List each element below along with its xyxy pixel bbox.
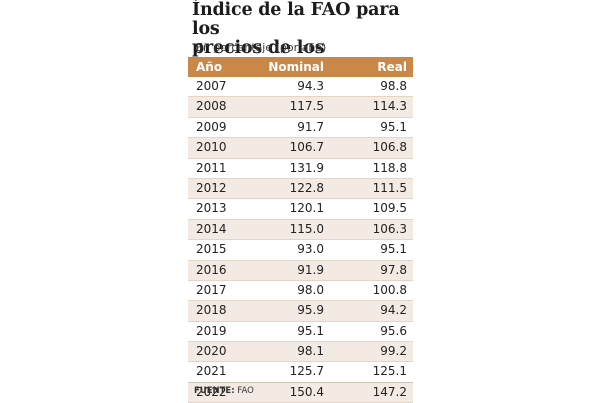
chart-subtitle: En porcentaje (por año) — [196, 41, 327, 54]
source-value: FAO — [237, 386, 254, 396]
cell-real: 125.1 — [372, 364, 407, 379]
source-note: FUENTE: FAO — [194, 386, 254, 396]
cell-real: 94.2 — [380, 303, 407, 318]
cell-nominal: 150.4 — [289, 384, 324, 399]
cell-nominal: 125.7 — [289, 364, 324, 379]
cell-year: 2007 — [196, 79, 227, 93]
table-row: 2019 95.1 95.6 — [188, 322, 413, 343]
cell-nominal: 122.8 — [289, 180, 324, 195]
cell-year: 2015 — [196, 242, 227, 257]
title-line-1: Índice de la FAO para los — [192, 0, 400, 39]
table-body: 2007 94.3 98.8 2008 117.5 114.3 2009 91.7 95.1 20… — [188, 77, 413, 403]
chart-card: Índice de la FAO para los precios de los… — [188, 0, 413, 403]
cell-year: 2013 — [196, 201, 227, 216]
cell-year: 2009 — [196, 119, 227, 134]
cell-real: 109.5 — [372, 201, 407, 216]
cell-nominal: 98.1 — [297, 344, 324, 359]
cell-year: 2014 — [196, 221, 227, 236]
cell-nominal: 115.0 — [289, 221, 324, 236]
cell-real: 106.8 — [372, 140, 407, 155]
cell-real: 98.8 — [380, 79, 407, 93]
cell-nominal: 117.5 — [289, 99, 324, 114]
cell-nominal: 93.0 — [297, 242, 324, 257]
source-divider — [188, 382, 413, 383]
cell-year: 2022 — [196, 384, 227, 399]
data-table: Año Nominal Real 2007 94.3 98.8 2008 117.5 11… — [188, 57, 413, 403]
cell-nominal: 95.1 — [297, 323, 324, 338]
cell-real: 95.6 — [380, 323, 407, 338]
cell-real: 114.3 — [372, 99, 407, 114]
table-row: 2012 122.8 111.5 — [188, 178, 413, 200]
cell-year: 2008 — [196, 99, 227, 114]
cell-year: 2021 — [196, 364, 227, 379]
table-row: 2008 117.5 114.3 — [188, 97, 413, 118]
cell-year: 2011 — [196, 160, 227, 175]
table-header: Año Nominal Real — [188, 57, 413, 77]
cell-real: 100.8 — [372, 282, 407, 297]
table-row: 2021 125.7 125.1 — [188, 362, 413, 383]
cell-year: 2012 — [196, 180, 227, 195]
cell-nominal: 94.3 — [297, 79, 324, 93]
header-real: Real — [377, 60, 407, 74]
cell-year: 2020 — [196, 344, 227, 359]
table-row: 2010 106.7 106.8 — [188, 138, 413, 159]
source-label: FUENTE: — [194, 386, 235, 396]
cell-real: 99.2 — [380, 344, 407, 359]
cell-real: 147.2 — [372, 384, 407, 399]
cell-nominal: 131.9 — [289, 160, 324, 175]
table-row: 2016 91.9 97.8 — [188, 260, 413, 281]
cell-year: 2019 — [196, 323, 227, 338]
table-row: 2020 98.1 99.2 — [188, 342, 413, 363]
cell-real: 118.8 — [372, 160, 407, 175]
cell-real: 95.1 — [380, 119, 407, 134]
table-row: 2015 93.0 95.1 — [188, 240, 413, 261]
table-row: 2017 98.0 100.8 — [188, 281, 413, 302]
header-nominal: Nominal — [268, 60, 324, 74]
cell-real: 111.5 — [372, 180, 407, 195]
cell-nominal: 106.7 — [289, 140, 324, 155]
cell-year: 2010 — [196, 140, 227, 155]
cell-nominal: 98.0 — [297, 282, 324, 297]
table-row: 2011 131.9 118.8 — [188, 159, 413, 179]
table-row: 2018 95.9 94.2 — [188, 301, 413, 322]
table-row: 2014 115.0 106.3 — [188, 219, 413, 241]
table-row: 2007 94.3 98.8 — [188, 77, 413, 98]
cell-year: 2016 — [196, 262, 227, 277]
cell-nominal: 91.9 — [297, 262, 324, 277]
table-row: 2013 120.1 109.5 — [188, 199, 413, 220]
cell-real: 97.8 — [380, 262, 407, 277]
cell-nominal: 120.1 — [289, 201, 324, 216]
cell-year: 2017 — [196, 282, 227, 297]
cell-real: 95.1 — [380, 242, 407, 257]
header-year: Año — [196, 60, 223, 74]
cell-real: 106.3 — [372, 221, 407, 236]
table-row: 2009 91.7 95.1 — [188, 118, 413, 139]
cell-nominal: 91.7 — [297, 119, 324, 134]
cell-nominal: 95.9 — [297, 303, 324, 318]
cell-year: 2018 — [196, 303, 227, 318]
